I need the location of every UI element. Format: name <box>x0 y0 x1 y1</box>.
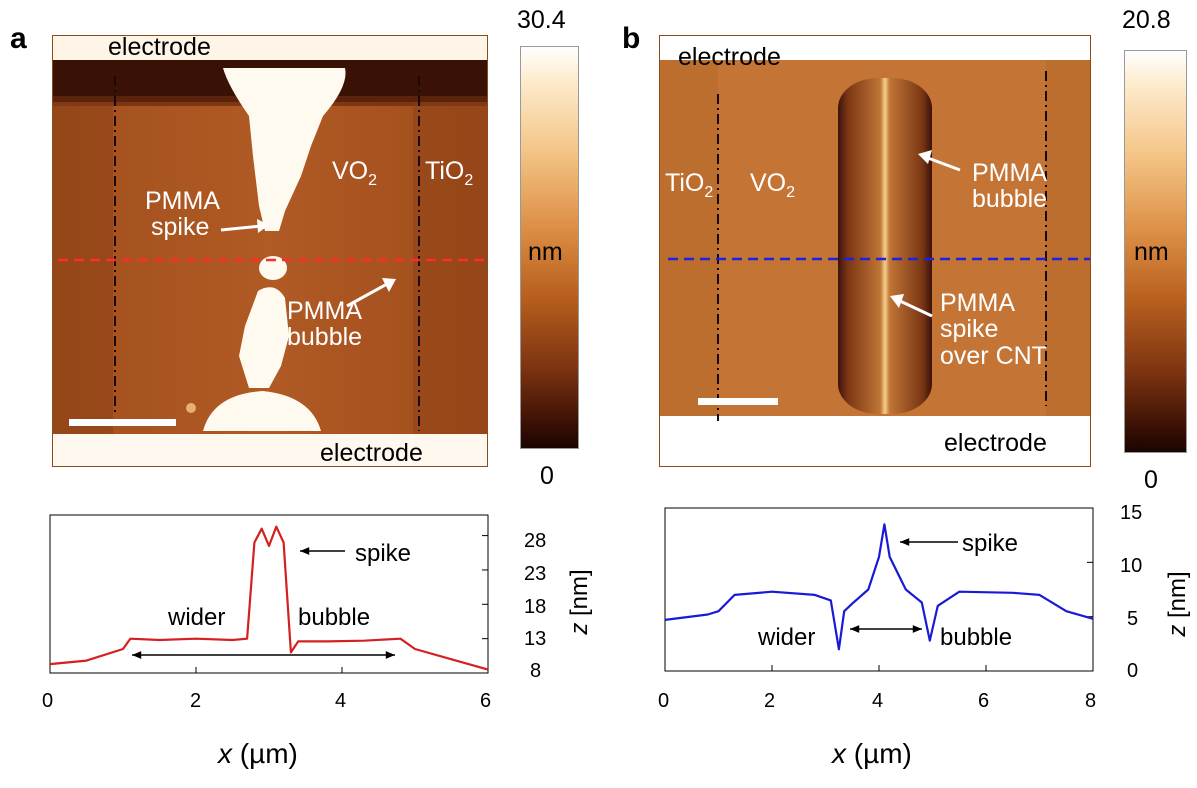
colorbar-min-b: 0 <box>1144 466 1158 494</box>
y-tick-a-3: 13 <box>524 628 547 650</box>
label-electrode-bottom-a: electrode <box>320 439 423 467</box>
x-tick-b-1: 2 <box>764 690 776 712</box>
x-tick-b-2: 4 <box>872 690 884 712</box>
colorbar-unit-b: nm <box>1134 238 1169 266</box>
arrow-head <box>300 547 310 555</box>
y-tick-b-3: 0 <box>1127 660 1139 682</box>
arrow-head <box>132 651 142 659</box>
annotation-bubble-a: bubble <box>298 604 371 631</box>
x-tick-a-0: 0 <box>42 690 54 712</box>
label-tio2-b: TiO2 <box>665 169 714 201</box>
annotation-wider-b: wider <box>758 624 816 651</box>
afm-image-b <box>659 35 1091 467</box>
profile-plot-a <box>49 514 489 674</box>
label-tio2-a: TiO2 <box>425 157 474 189</box>
label-vo2-a: VO2 <box>332 157 378 189</box>
panel-letter-b: b <box>622 22 641 55</box>
label-electrode-bottom-b: electrode <box>944 429 1047 457</box>
panel-letter-a: a <box>10 22 27 55</box>
y-tick-a-0: 28 <box>524 530 547 552</box>
colorbar-min-a: 0 <box>540 462 554 490</box>
label-pmma-bubble-b: PMMA bubble <box>972 159 1048 214</box>
label-vo2-b: VO2 <box>750 169 796 201</box>
y-tick-a-2: 18 <box>524 596 547 618</box>
x-tick-a-3: 6 <box>480 690 492 712</box>
x-tick-a-2: 4 <box>335 690 347 712</box>
annotation-spike-a: spike <box>355 540 412 567</box>
colorbar-max-b: 20.8 <box>1122 6 1171 34</box>
colorbar-unit-a: nm <box>528 238 563 266</box>
annotation-bubble-b: bubble <box>940 624 1013 651</box>
label-pmma-spike-a: PMMA spike <box>145 187 220 242</box>
label-pmma-bubble-a: PMMA bubble <box>287 297 363 352</box>
colorbar-max-a: 30.4 <box>517 6 566 34</box>
profile-line <box>664 523 1094 651</box>
label-electrode-top-a: electrode <box>108 33 211 61</box>
colorbar-a <box>520 46 579 449</box>
annotation-wider-a: wider <box>168 604 226 631</box>
y-tick-a-4: 8 <box>530 660 542 682</box>
x-axis-label-b: x (µm) <box>832 738 912 769</box>
profile-line <box>49 525 489 671</box>
y-axis-label-b: z [nm] <box>1164 571 1191 637</box>
y-tick-b-1: 10 <box>1120 555 1143 577</box>
x-axis-label-a: x (µm) <box>218 738 298 769</box>
arrow-head <box>850 625 860 633</box>
arrow-head <box>900 538 910 546</box>
arrow-head <box>912 625 922 633</box>
y-axis-label-a: z [nm] <box>566 569 593 635</box>
y-tick-b-2: 5 <box>1127 608 1139 630</box>
x-tick-b-0: 0 <box>658 690 670 712</box>
afm-image-a <box>52 35 488 467</box>
x-tick-b-4: 8 <box>1085 690 1097 712</box>
arrow-head <box>385 651 395 659</box>
label-pmma-spike-b: PMMA spike over CNT <box>940 289 1047 370</box>
label-electrode-top-b: electrode <box>678 43 781 71</box>
y-tick-b-0: 15 <box>1120 502 1143 524</box>
x-tick-b-3: 6 <box>978 690 990 712</box>
colorbar-b <box>1124 50 1187 453</box>
profile-plot-b <box>664 507 1094 672</box>
x-tick-a-1: 2 <box>190 690 202 712</box>
y-tick-a-1: 23 <box>524 563 547 585</box>
annotation-spike-b: spike <box>962 530 1019 557</box>
